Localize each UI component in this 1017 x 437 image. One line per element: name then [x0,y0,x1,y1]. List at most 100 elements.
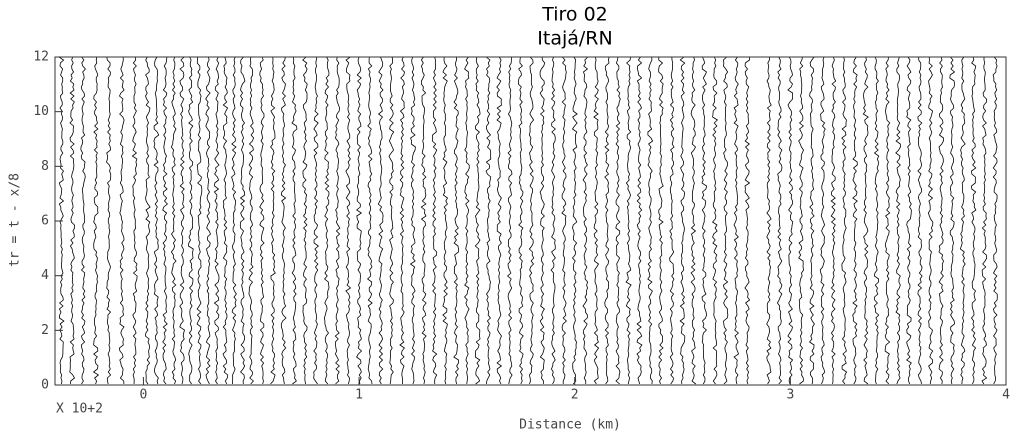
seismic-trace [776,56,783,385]
y-axis-label: tr = t - x/8 [8,173,23,267]
y-tick-label: 6 [41,214,49,229]
seismic-trace [992,56,998,385]
seismic-trace [798,56,805,385]
seismic-trace [862,56,869,385]
seismic-trace [399,56,405,385]
seismic-trace [625,56,632,385]
seismic-trace [248,56,255,385]
seismic-trace [231,56,237,384]
seismic-trace [222,56,229,385]
seismic-trace [636,56,643,385]
seismic-trace [690,56,697,385]
seismic-trace [647,56,654,385]
seismic-trace [205,56,211,385]
seismic-trace [604,56,610,385]
seismic-trace [873,56,880,385]
x-axis-label: Distance (km) [519,418,621,433]
seismic-trace [884,56,891,385]
seismic-trace [906,56,912,385]
seismic-trace [722,56,729,385]
seismic-trace [131,56,138,385]
axis-annotation: X 10+2 [56,402,103,417]
seismic-trace [938,56,944,385]
seismic-trace [593,56,600,385]
seismic-trace [539,56,546,385]
seismic-trace [927,56,934,385]
seismic-trace [213,56,220,385]
seismic-trace [80,56,86,385]
seismic-trace [420,56,427,385]
seismic-trace [187,56,194,385]
y-tick-label: 12 [33,50,49,65]
seismic-trace [356,56,363,385]
x-tick-label: 3 [786,388,794,403]
seismic-trace [917,57,923,385]
y-tick-label: 4 [41,268,49,283]
seismic-trace [474,56,481,385]
x-tick-label: 4 [1002,388,1010,403]
seismic-trace [895,56,901,385]
seismic-trace [92,56,100,385]
seismic-trace [787,56,794,385]
seismic-trace [959,56,966,385]
seismic-trace [981,57,988,385]
seismic-trace [658,56,664,385]
seismic-trace [259,56,265,385]
seismic-trace [528,56,535,385]
seismic-trace [280,56,287,385]
seismic-trace [69,56,76,385]
seismic-trace [550,56,556,385]
seismic-trace [366,56,373,385]
seismic-trace [970,56,977,385]
seismic-trace [270,56,276,385]
y-tick-label: 8 [41,159,49,174]
seismic-trace [409,56,416,385]
seismic-trace [506,56,513,385]
seismic-trace [388,56,395,385]
seismic-trace [711,56,719,385]
y-tick-label: 0 [41,378,49,393]
seismic-trace [830,56,837,385]
seismic-trace [179,56,185,385]
x-tick-label: 0 [140,388,148,403]
chart-subtitle: Itajá/RN [537,28,612,50]
seismic-trace [153,56,160,385]
seismic-trace [561,56,567,384]
x-tick-label: 2 [571,388,579,403]
seismic-trace [106,56,112,385]
plot-frame [54,56,1007,386]
seismic-trace [571,56,578,385]
x-tick-label: 1 [355,388,363,403]
seismic-trace [302,56,308,385]
chart-title: Tiro 02 [541,4,608,26]
seismic-trace [841,56,848,385]
seismic-trace [669,56,675,385]
seismic-trace [464,56,470,385]
seismic-trace [313,56,320,385]
seismic-trace [291,56,298,385]
seismic-trace [615,56,621,385]
seismic-trace [819,56,826,385]
y-tick-label: 2 [41,323,49,338]
y-tick-label: 10 [33,104,49,119]
seismic-trace [170,56,177,385]
seismic-trace [701,56,708,385]
seismic-trace [239,56,246,385]
seismic-trace [453,57,459,385]
seismic-trace [323,56,330,385]
seismic-trace [196,56,203,385]
seismic-trace [582,56,589,385]
seismic-trace [162,56,168,385]
seismic-trace [118,56,125,385]
seismic-trace [345,56,352,385]
seismic-trace [377,56,384,385]
seismic-trace [485,56,492,385]
seismic-trace [744,56,751,385]
seismic-trace [496,56,503,385]
seismic-trace [852,56,858,385]
seismic-trace [518,56,524,385]
seismic-trace [334,56,341,385]
seismic-trace [949,56,956,385]
seismic-trace [809,56,815,385]
